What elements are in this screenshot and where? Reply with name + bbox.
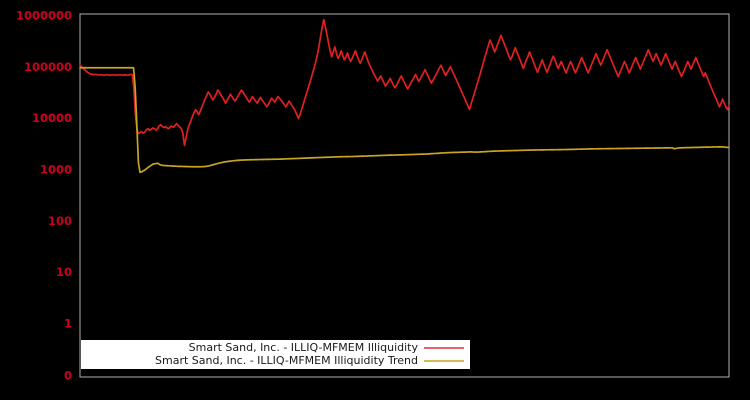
y-axis-tick-label: 0: [64, 369, 72, 383]
y-axis-tick-label: 1000: [40, 162, 72, 176]
series-line-illiquidity: [79, 18, 730, 147]
y-axis-tick-label: 100000: [24, 60, 72, 74]
legend-background: [81, 340, 470, 369]
plot-frame: [79, 13, 730, 378]
series-line-illiquidity-trend: [79, 66, 730, 174]
y-axis-tick-label: 1: [64, 316, 72, 330]
y-axis-tick-label: 1000000: [16, 9, 72, 23]
legend-item-label[interactable]: Smart Sand, Inc. - ILLIQ-MFMEM Illiquidi…: [155, 354, 418, 367]
legend-item-label[interactable]: Smart Sand, Inc. - ILLIQ-MFMEM Illiquidi…: [189, 341, 419, 354]
y-axis-tick-label: 10000: [32, 111, 72, 125]
chart-legend[interactable]: Smart Sand, Inc. - ILLIQ-MFMEM Illiquidi…: [81, 340, 470, 369]
data-series-group: [79, 18, 730, 174]
y-axis-tick-label: 100: [48, 214, 72, 228]
y-axis-tick-label: 10: [56, 265, 72, 279]
